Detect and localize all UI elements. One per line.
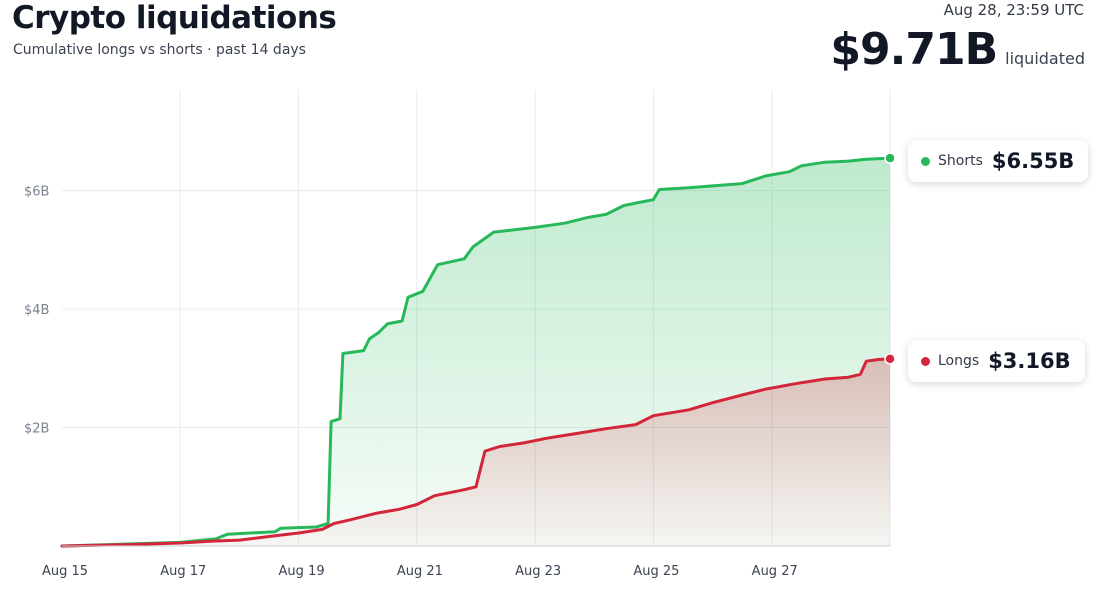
longs-callout: Longs $3.16B — [908, 340, 1085, 382]
longs-label: Longs — [938, 353, 980, 369]
longs-legend-dot — [921, 356, 930, 366]
longs-area — [62, 358, 890, 546]
timestamp: Aug 28, 23:59 UTC — [943, 1, 1084, 19]
total-value: $9.71B — [830, 24, 998, 75]
y-tick-label: $4B — [24, 303, 49, 318]
shorts-callout: Shorts $6.55B — [908, 140, 1089, 182]
area-fills — [62, 158, 890, 546]
longs-end-point — [884, 353, 896, 365]
x-tick-label: Aug 15 — [42, 564, 88, 579]
longs-value: $3.16B — [988, 349, 1071, 373]
x-tick-label: Aug 27 — [752, 564, 798, 579]
longs-line — [60, 357, 892, 548]
shorts-value: $6.55B — [991, 149, 1075, 173]
y-tick-label: $6B — [24, 185, 49, 200]
x-tick-label: Aug 23 — [515, 564, 561, 579]
total-suffix: liquidated — [1005, 49, 1085, 68]
end-dots — [884, 152, 896, 365]
shorts-legend-dot — [921, 156, 930, 166]
x-tick-label: Aug 21 — [397, 564, 443, 579]
blank-strip — [1037, 490, 1094, 498]
x-tick-label: Aug 17 — [160, 564, 206, 579]
blank-patch — [957, 412, 1037, 530]
shorts-label: Shorts — [938, 153, 983, 169]
x-tick-label: Aug 25 — [633, 564, 679, 579]
page-subtitle: Cumulative longs vs shorts · past 14 day… — [13, 42, 306, 58]
y-tick-label: $2B — [24, 422, 49, 437]
tick-labels: Aug 15 Aug 17 Aug 19 Aug 21 Aug 23 Aug 25 Aug … — [24, 185, 798, 579]
shorts-end-point — [884, 152, 896, 164]
shorts-line — [60, 156, 892, 548]
total-liquidated: $9.71B liquidated — [830, 24, 1085, 75]
page-title: Crypto liquidations — [12, 0, 337, 36]
series-lines — [60, 156, 892, 548]
x-tick-label: Aug 19 — [279, 564, 325, 579]
